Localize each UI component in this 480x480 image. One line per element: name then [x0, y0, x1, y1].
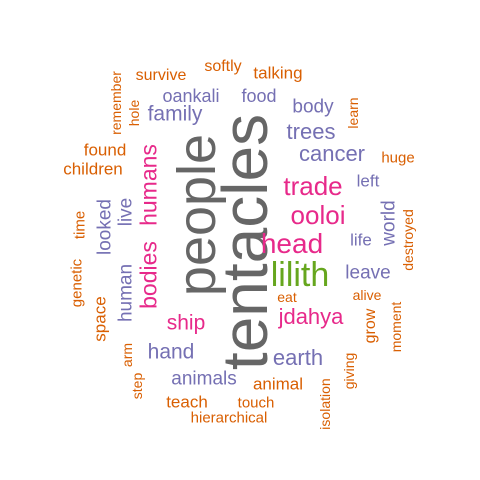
word-trees: trees — [286, 119, 336, 144]
word-space: space — [90, 296, 110, 342]
word-teach: teach — [166, 392, 208, 412]
word-family: family — [147, 102, 203, 126]
word-survive: survive — [135, 67, 187, 84]
word-found: found — [83, 140, 127, 160]
word-arm: arm — [119, 342, 135, 368]
word-remember: remember — [108, 71, 124, 135]
word-humans: humans — [135, 144, 162, 226]
word-body: body — [292, 96, 334, 118]
word-life: life — [350, 230, 372, 250]
word-oankali: oankali — [162, 86, 220, 106]
word-learn: learn — [345, 97, 361, 129]
word-ship: ship — [166, 311, 206, 335]
word-alive: alive — [352, 287, 382, 303]
word-ooloi: ooloi — [290, 200, 346, 230]
word-bodies: bodies — [135, 241, 162, 309]
word-genetic: genetic — [68, 258, 86, 308]
word-lilith: lilith — [270, 256, 330, 294]
word-talking: talking — [253, 63, 303, 83]
word-left: left — [356, 171, 380, 191]
word-earth: earth — [272, 345, 324, 370]
word-isolation: isolation — [317, 378, 333, 430]
word-world: world — [378, 200, 400, 246]
word-moment: moment — [388, 301, 404, 353]
word-food: food — [241, 86, 277, 106]
word-giving: giving — [341, 352, 357, 390]
word-animals: animals — [171, 368, 237, 390]
word-grow: grow — [362, 308, 379, 344]
word-looked: looked — [94, 199, 116, 255]
word-children: children — [63, 159, 123, 179]
word-cancer: cancer — [298, 141, 366, 166]
word-hand: hand — [147, 340, 195, 364]
word-trade: trade — [283, 171, 343, 201]
word-step: step — [129, 372, 145, 400]
word-eat: eat — [277, 289, 297, 305]
word-head: head — [260, 228, 324, 259]
word-time: time — [71, 210, 89, 240]
word-hierarchical: hierarchical — [190, 409, 268, 427]
word-leave: leave — [345, 262, 391, 284]
word-animal: animal — [252, 374, 304, 394]
word-human: human — [115, 263, 137, 323]
word-live: live — [115, 197, 137, 227]
word-hole: hole — [126, 99, 142, 127]
word-touch: touch — [237, 394, 275, 412]
word-people: people — [167, 133, 227, 297]
word-jdahya: jdahya — [278, 304, 344, 329]
word-huge: huge — [381, 149, 415, 167]
word-softly: softly — [204, 58, 242, 75]
word-destroyed: destroyed — [400, 209, 416, 271]
